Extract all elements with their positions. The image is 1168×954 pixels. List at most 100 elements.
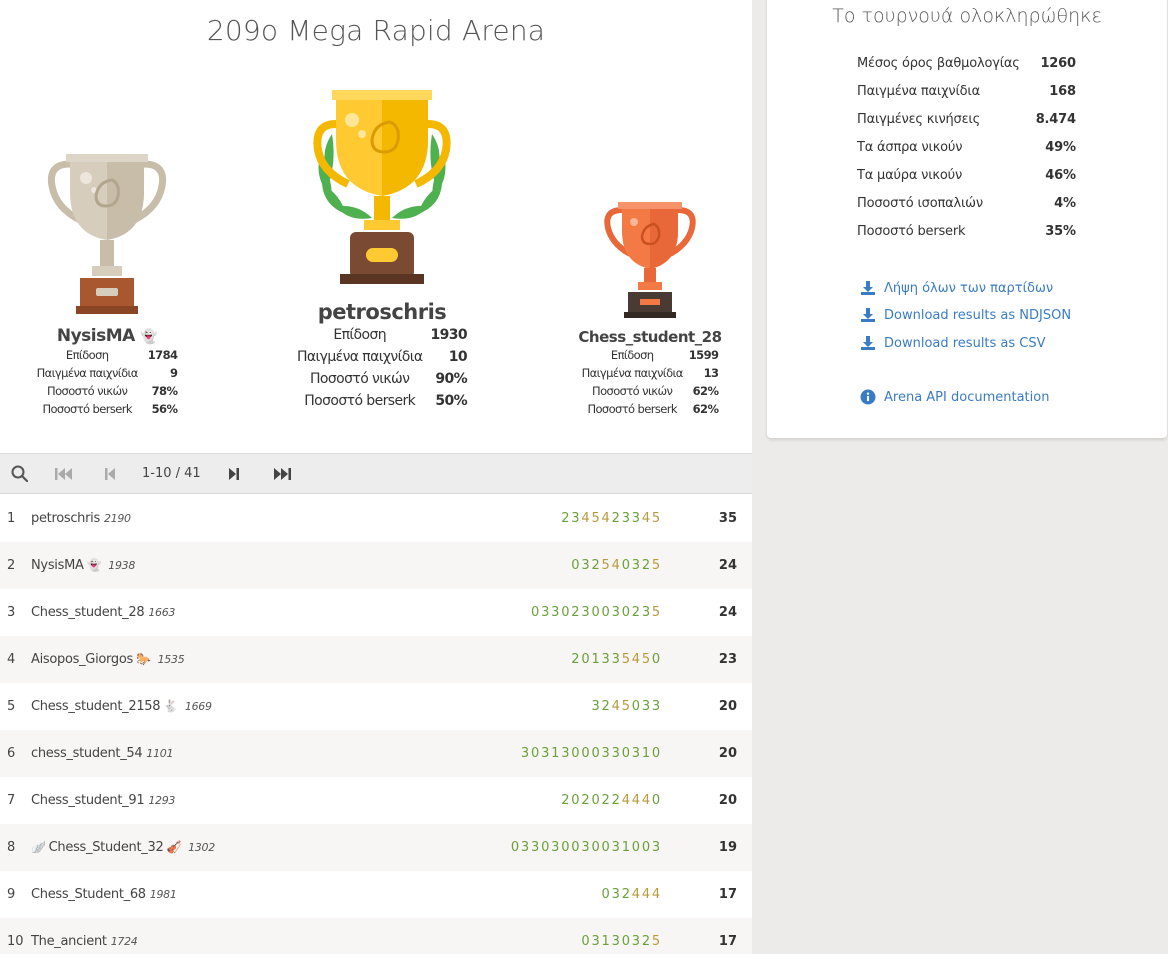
player-link[interactable]: The_ancient 1724 [31,934,138,949]
download-icon [861,308,875,322]
player-name: petroschris [31,511,100,526]
score-sheet-digit: 0 [621,746,632,761]
player-link[interactable]: Chess_student_28 1663 [31,605,175,620]
player-flair-icon: 🐇 [163,699,178,713]
score-sheet-digit: 0 [571,746,582,761]
api-documentation-link[interactable]: Arena API documentation [860,389,1049,405]
score-sheet-digit: 3 [611,746,622,761]
score-sheet-digit: 0 [561,605,572,620]
player-rating: 1981 [149,888,177,901]
score-sheet-digit: 3 [611,652,622,667]
total-score: 24 [718,558,737,573]
last-page-button[interactable] [259,454,305,494]
score-sheet-digit: 0 [621,558,632,573]
standings-row[interactable]: 2 NysisMA 👻 1938 032540325 24 [0,542,752,589]
player-name: NysisMA [31,558,84,573]
score-sheet-digit: 5 [641,652,652,667]
bronze-trophy-icon [604,202,696,318]
score-sheet-digit: 0 [631,840,642,855]
score-sheet-digit: 0 [621,605,632,620]
score-sheet: 2345423345 [561,511,662,526]
stat-value: 8.474 [1035,112,1076,127]
score-sheet-digit: 0 [571,840,582,855]
first-page-button[interactable] [40,454,88,494]
player-link[interactable]: NysisMA 👻 1938 [31,558,135,573]
player-link[interactable]: petroschris 2190 [31,511,131,526]
score-sheet-digit: 3 [561,746,572,761]
standings-row[interactable]: 9 Chess_Student_68 1981 032444 17 [0,871,752,918]
score-sheet-digit: 2 [601,699,612,714]
second-place-name[interactable]: NysisMA 👻 [20,326,194,346]
stat-value: 78% [151,384,178,398]
score-sheet-digit: 0 [621,934,632,949]
stat-value: 50% [435,393,468,409]
stat-label: Ποσοστό νικών [310,371,410,387]
stat-value: 90% [435,371,468,387]
stat-value: 1599 [688,348,719,362]
standings-row[interactable]: 3 Chess_student_28 1663 0330230030235 24 [0,589,752,636]
stat-value: 1784 [147,348,178,362]
info-icon [860,389,876,405]
score-sheet-digit: 5 [621,652,632,667]
standings-row[interactable]: 7 Chess_student_91 1293 2020224440 20 [0,777,752,824]
score-sheet-digit: 3 [591,934,602,949]
stat-label: Παιγμένα παιχνίδια [36,366,139,380]
stat-label: Μέσος όρος βαθμολογίας [857,56,1020,71]
next-page-button[interactable] [223,454,245,494]
standings-row[interactable]: 1 petroschris 2190 2345423345 35 [0,495,752,542]
previous-page-button[interactable] [88,454,132,494]
standings-row[interactable]: 8 🪽 Chess_Student_32 🎻 1302 033030030031003 19 [0,824,752,871]
first-place-name[interactable]: petroschris [317,300,447,324]
stat-value: 9 [169,366,178,380]
stat-label: Ποσοστό berserk [587,402,677,416]
player-link[interactable]: chess_student_54 1101 [31,746,173,761]
score-sheet-digit: 0 [601,840,612,855]
standings-row[interactable]: 5 Chess_student_2158 🐇 1669 3245033 20 [0,683,752,730]
score-sheet-digit: 0 [651,652,662,667]
download-ndjson-link[interactable]: Download results as NDJSON [860,307,1071,323]
stat-value: 10 [448,349,468,365]
score-sheet-digit: 4 [631,793,642,808]
standings-row[interactable]: 4 Aisopos_Giorgos 🐎 1535 201335450 23 [0,636,752,683]
score-sheet-digit: 2 [611,511,622,526]
download-all-games-link[interactable]: Λήψη όλων των παρτίδων [860,280,1053,296]
podium-third: Chess_student_28 Επίδοση 1599 Παιγμένα πα… [560,200,740,418]
player-link[interactable]: Chess_student_2158 🐇 1669 [31,699,212,714]
stat-label: Επίδοση [333,327,387,343]
score-sheet-digit: 0 [631,699,642,714]
total-score: 20 [718,699,737,714]
gold-trophy-icon [313,90,451,284]
score-sheet-digit: 0 [571,558,582,573]
third-place-name[interactable]: Chess_student_28 [578,328,722,346]
score-sheet-digit: 0 [601,887,612,902]
player-rating: 1938 [108,559,136,572]
score-sheet-digit: 0 [591,793,602,808]
score-sheet-digit: 3 [551,840,562,855]
rank-number: 4 [7,652,16,667]
download-csv-link[interactable]: Download results as CSV [860,335,1046,351]
player-rating: 1302 [188,841,215,854]
player-link[interactable]: Chess_student_91 1293 [31,793,175,808]
stat-value: 4% [1054,196,1076,211]
total-score: 24 [718,605,737,620]
score-sheet-digit: 4 [611,558,622,573]
score-sheet-digit: 3 [601,746,612,761]
score-sheet-digit: 0 [581,652,592,667]
player-link[interactable]: 🪽 Chess_Student_32 🎻 1302 [31,840,215,855]
api-documentation-label: Arena API documentation [884,389,1050,405]
player-link[interactable]: Chess_Student_68 1981 [31,887,177,902]
search-button[interactable] [0,454,40,494]
standings-row[interactable]: 6 chess_student_54 1101 30313000330310 20 [0,730,752,777]
stat-label: Επίδοση [610,348,654,362]
score-sheet-digit: 5 [601,558,612,573]
stat-value: 168 [1049,84,1076,99]
stat-label: Ποσοστό berserk [857,224,966,239]
player-flair-icon: 🪽 [31,840,46,854]
score-sheet-digit: 1 [551,746,562,761]
score-sheet-digit: 4 [601,511,612,526]
player-link[interactable]: Aisopos_Giorgos 🐎 1535 [31,652,185,667]
player-flair-icon: 🐎 [135,652,151,666]
standings-row[interactable]: 10 The_ancient 1724 03130325 17 [0,918,752,954]
download-csv-label: Download results as CSV [884,335,1046,351]
score-sheet-digit: 4 [641,793,652,808]
